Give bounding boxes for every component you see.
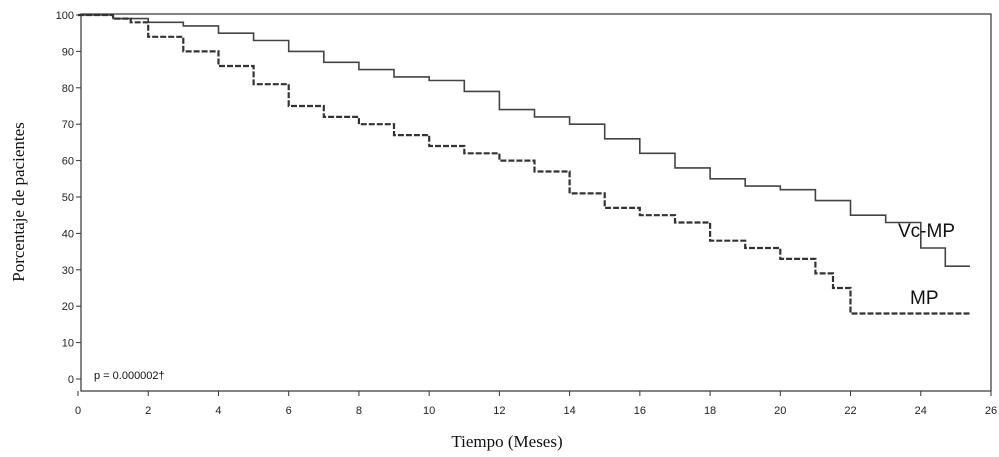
series-line-mp	[78, 13, 970, 315]
x-tick-label: 18	[704, 405, 716, 417]
y-axis-title: Porcentaje de pacientes	[9, 122, 28, 282]
series-label-mp: MP	[910, 288, 939, 309]
x-tick-label: 0	[75, 405, 81, 417]
x-tick-label: 4	[215, 405, 221, 417]
p-value-annotation: p = 0.000002†	[94, 370, 165, 382]
series-layer	[78, 13, 970, 315]
x-axis-ticks: 0 2 4 6 8 10 12 14 16 18 20 22 24 26	[75, 391, 997, 417]
y-tick-label: 50	[62, 192, 74, 204]
series-line-vc-mp	[78, 14, 970, 267]
x-axis-title: Tiempo (Meses)	[451, 432, 562, 451]
x-tick-label: 24	[915, 405, 927, 417]
x-tick-label: 16	[634, 405, 646, 417]
x-tick-label: 8	[356, 405, 362, 417]
x-tick-label: 22	[844, 405, 856, 417]
y-tick-label: 20	[62, 301, 74, 313]
y-tick-label: 70	[62, 119, 74, 131]
y-tick-label: 10	[62, 338, 74, 350]
y-tick-label: 60	[62, 156, 74, 168]
x-tick-label: 26	[985, 405, 997, 417]
x-tick-label: 14	[563, 405, 575, 417]
x-tick-label: 6	[286, 405, 292, 417]
y-axis-ticks: 0 10 20 30 40 50 60 70 80 90 100	[56, 10, 81, 386]
y-tick-label: 0	[68, 374, 74, 386]
x-tick-label: 12	[493, 405, 505, 417]
x-tick-label: 2	[145, 405, 151, 417]
y-tick-label: 30	[62, 265, 74, 277]
series-label-vc-mp: Vc-MP	[898, 221, 955, 242]
plot-frame	[80, 13, 992, 392]
x-tick-label: 20	[774, 405, 786, 417]
x-tick-label: 10	[423, 405, 435, 417]
y-tick-label: 40	[62, 228, 74, 240]
y-tick-label: 80	[62, 83, 74, 95]
y-tick-label: 90	[62, 46, 74, 58]
y-tick-label: 100	[56, 10, 74, 22]
